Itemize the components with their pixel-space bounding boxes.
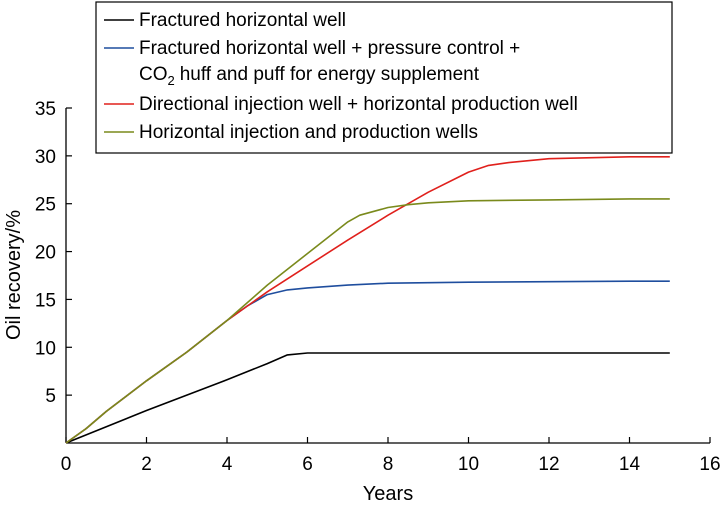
legend-label-fractured-horizontal-well: Fractured horizontal well [139, 10, 346, 31]
legend-co2-subscript: 2 [168, 73, 175, 88]
x-tick-label: 10 [458, 454, 479, 475]
x-tick-label: 12 [538, 454, 559, 475]
y-tick-label: 15 [35, 290, 56, 311]
x-axis-ticks: 0 2 4 6 8 10 12 14 16 [61, 437, 721, 475]
y-tick-label: 30 [35, 147, 56, 168]
x-tick-label: 8 [383, 454, 394, 475]
x-tick-label: 0 [61, 454, 72, 475]
legend-co2-prefix: CO [139, 64, 168, 85]
y-tick-label: 35 [35, 99, 56, 120]
y-axis-ticks: 5 10 15 20 25 30 35 [35, 99, 72, 407]
line-pressure-control-co2 [65, 280, 670, 444]
y-tick-label: 10 [35, 338, 56, 359]
x-tick-label: 16 [699, 454, 720, 475]
x-tick-label: 14 [619, 454, 641, 475]
series-lines [65, 156, 670, 444]
legend-label-horizontal-injection-production: Horizontal injection and production well… [139, 122, 478, 143]
x-tick-label: 4 [222, 454, 233, 475]
line-fractured-horizontal-well [65, 352, 670, 444]
y-tick-label: 5 [45, 386, 56, 407]
x-axis-title: Years [363, 483, 413, 505]
legend-co2-rest: huff and puff for energy supplement [180, 64, 480, 85]
y-tick-label: 25 [35, 195, 56, 216]
line-horizontal-injection-production [65, 198, 670, 444]
legend-label-pressure-control-co2-line2: CO2 huff and puff for energy supplement [139, 64, 480, 88]
y-tick-label: 20 [35, 243, 56, 264]
legend-box [95, 1, 673, 154]
x-tick-label: 2 [141, 454, 152, 475]
legend-label-pressure-control-co2-line1: Fractured horizontal well + pressure con… [139, 38, 520, 59]
legend: Fractured horizontal well Fractured hori… [95, 1, 673, 154]
x-tick-label: 6 [302, 454, 313, 475]
legend-label-directional-injection: Directional injection well + horizontal … [139, 94, 578, 115]
y-axis-title: Oil recovery/% [3, 210, 25, 340]
